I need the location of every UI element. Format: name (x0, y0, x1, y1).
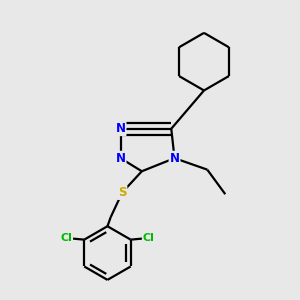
Text: Cl: Cl (143, 233, 154, 243)
Text: Cl: Cl (60, 233, 72, 243)
Text: N: N (116, 152, 126, 165)
Text: N: N (169, 152, 179, 165)
Text: N: N (116, 122, 126, 135)
Text: S: S (118, 186, 126, 199)
